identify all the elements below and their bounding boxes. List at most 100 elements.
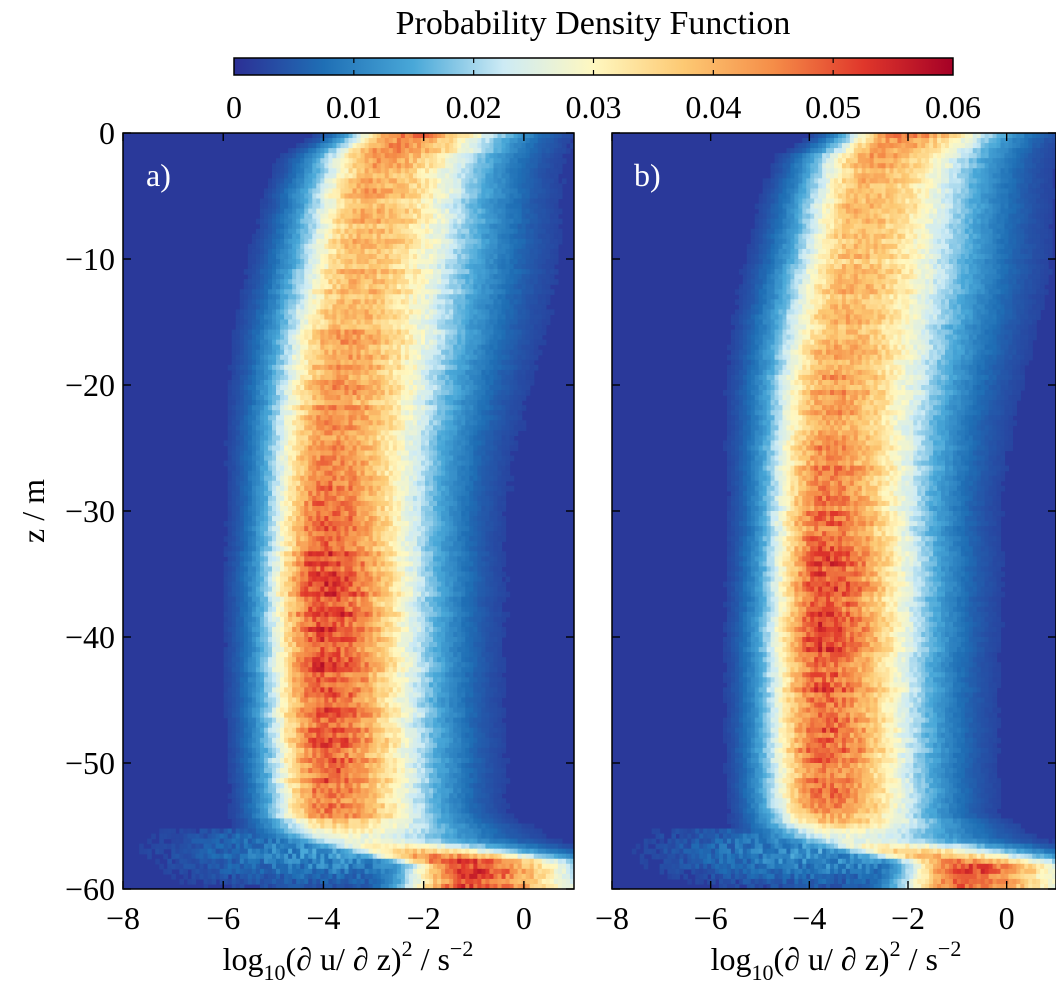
heatmap-cell: [557, 183, 563, 190]
heatmap-cell: [296, 405, 301, 411]
heatmap-cell: [384, 294, 390, 300]
heatmap-cell: [308, 284, 313, 290]
heatmap-cell: [445, 138, 450, 144]
heatmap-cell: [473, 354, 478, 361]
heatmap-cell: [247, 369, 253, 376]
heatmap-cell: [308, 279, 313, 285]
heatmap-cell: [372, 228, 378, 235]
heatmap-cell: [501, 440, 507, 447]
heatmap-cell: [340, 319, 346, 326]
heatmap-cell: [489, 435, 495, 442]
heatmap-cell: [425, 264, 430, 270]
heatmap-cell: [521, 339, 527, 346]
heatmap-cell: [259, 253, 265, 260]
heatmap-cell: [541, 213, 547, 220]
heatmap-cell: [308, 364, 313, 371]
heatmap-cell: [501, 460, 507, 467]
heatmap-cell: [344, 415, 350, 421]
heatmap-cell: [336, 385, 342, 391]
heatmap-cell: [288, 369, 293, 376]
heatmap-cell: [263, 344, 269, 351]
heatmap-cell: [259, 379, 265, 386]
heatmap-cell: [396, 173, 402, 179]
heatmap-cell: [292, 228, 297, 235]
heatmap-cell: [429, 319, 434, 326]
heatmap-cell: [304, 243, 309, 250]
heatmap-cell: [537, 294, 543, 300]
heatmap-cell: [292, 213, 297, 220]
heatmap-cell: [416, 334, 422, 341]
heatmap-cell: [449, 208, 454, 215]
heatmap-cell: [408, 450, 414, 457]
heatmap-cell: [328, 369, 333, 376]
heatmap-cell: [429, 153, 434, 159]
heatmap-cell: [388, 339, 394, 346]
heatmap-cell: [340, 430, 346, 436]
heatmap-cell: [453, 269, 458, 275]
heatmap-cell: [271, 188, 277, 195]
heatmap-cell: [473, 274, 478, 280]
heatmap-cell: [284, 364, 289, 371]
heatmap-cell: [505, 203, 511, 210]
heatmap-cell: [549, 193, 555, 200]
heatmap-cell: [545, 168, 551, 174]
heatmap-cell: [235, 430, 241, 436]
heatmap-cell: [461, 435, 466, 442]
heatmap-cell: [549, 259, 555, 265]
heatmap-cell: [271, 243, 277, 250]
heatmap-cell: [316, 354, 321, 361]
heatmap-cell: [324, 218, 329, 225]
heatmap-cell: [255, 243, 261, 250]
heatmap-cell: [316, 420, 321, 426]
heatmap-cell: [284, 334, 289, 341]
heatmap-cell: [400, 349, 406, 356]
heatmap-cell: [469, 364, 474, 371]
heatmap-cell: [263, 259, 269, 265]
heatmap-cell: [276, 349, 281, 356]
heatmap-cell: [497, 334, 503, 341]
heatmap-cell: [320, 425, 325, 431]
heatmap-cell: [561, 133, 567, 139]
heatmap-cell: [497, 329, 503, 336]
heatmap-cell: [348, 253, 354, 260]
heatmap-cell: [284, 324, 289, 331]
heatmap-cell: [513, 193, 519, 200]
heatmap-cell: [360, 248, 366, 255]
heatmap-cell: [255, 420, 261, 426]
heatmap-cell: [445, 435, 450, 442]
heatmap-cell: [553, 143, 559, 149]
heatmap-cell: [429, 213, 434, 220]
heatmap-cell: [453, 148, 458, 154]
heatmap-cell: [364, 405, 370, 411]
heatmap-cell: [247, 329, 253, 336]
heatmap-cell: [404, 269, 410, 275]
heatmap-cell: [259, 284, 265, 290]
heatmap-cell: [392, 369, 398, 376]
heatmap-cell: [513, 264, 519, 270]
heatmap-cell: [457, 289, 462, 295]
heatmap-cell: [545, 284, 551, 290]
heatmap-cell: [288, 158, 293, 164]
heatmap-cell: [416, 289, 422, 295]
heatmap-cell: [356, 153, 362, 159]
heatmap-cell: [360, 213, 366, 220]
heatmap-cell: [541, 289, 547, 295]
heatmap-cell: [465, 354, 470, 361]
heatmap-cell: [429, 173, 434, 179]
heatmap-cell: [336, 410, 342, 416]
heatmap-cell: [493, 158, 499, 164]
heatmap-cell: [477, 369, 482, 376]
heatmap-cell: [505, 248, 511, 255]
heatmap-cell: [280, 379, 285, 386]
heatmap-cell: [429, 309, 434, 316]
heatmap-cell: [485, 455, 491, 462]
heatmap-cell: [396, 163, 402, 169]
heatmap-cell: [437, 218, 442, 225]
heatmap-cell: [501, 405, 507, 411]
heatmap-cell: [521, 203, 527, 210]
heatmap-cell: [521, 253, 527, 260]
heatmap-cell: [429, 410, 434, 416]
heatmap-cell: [280, 203, 285, 210]
heatmap-cell: [513, 445, 519, 452]
heatmap-cell: [509, 133, 515, 139]
